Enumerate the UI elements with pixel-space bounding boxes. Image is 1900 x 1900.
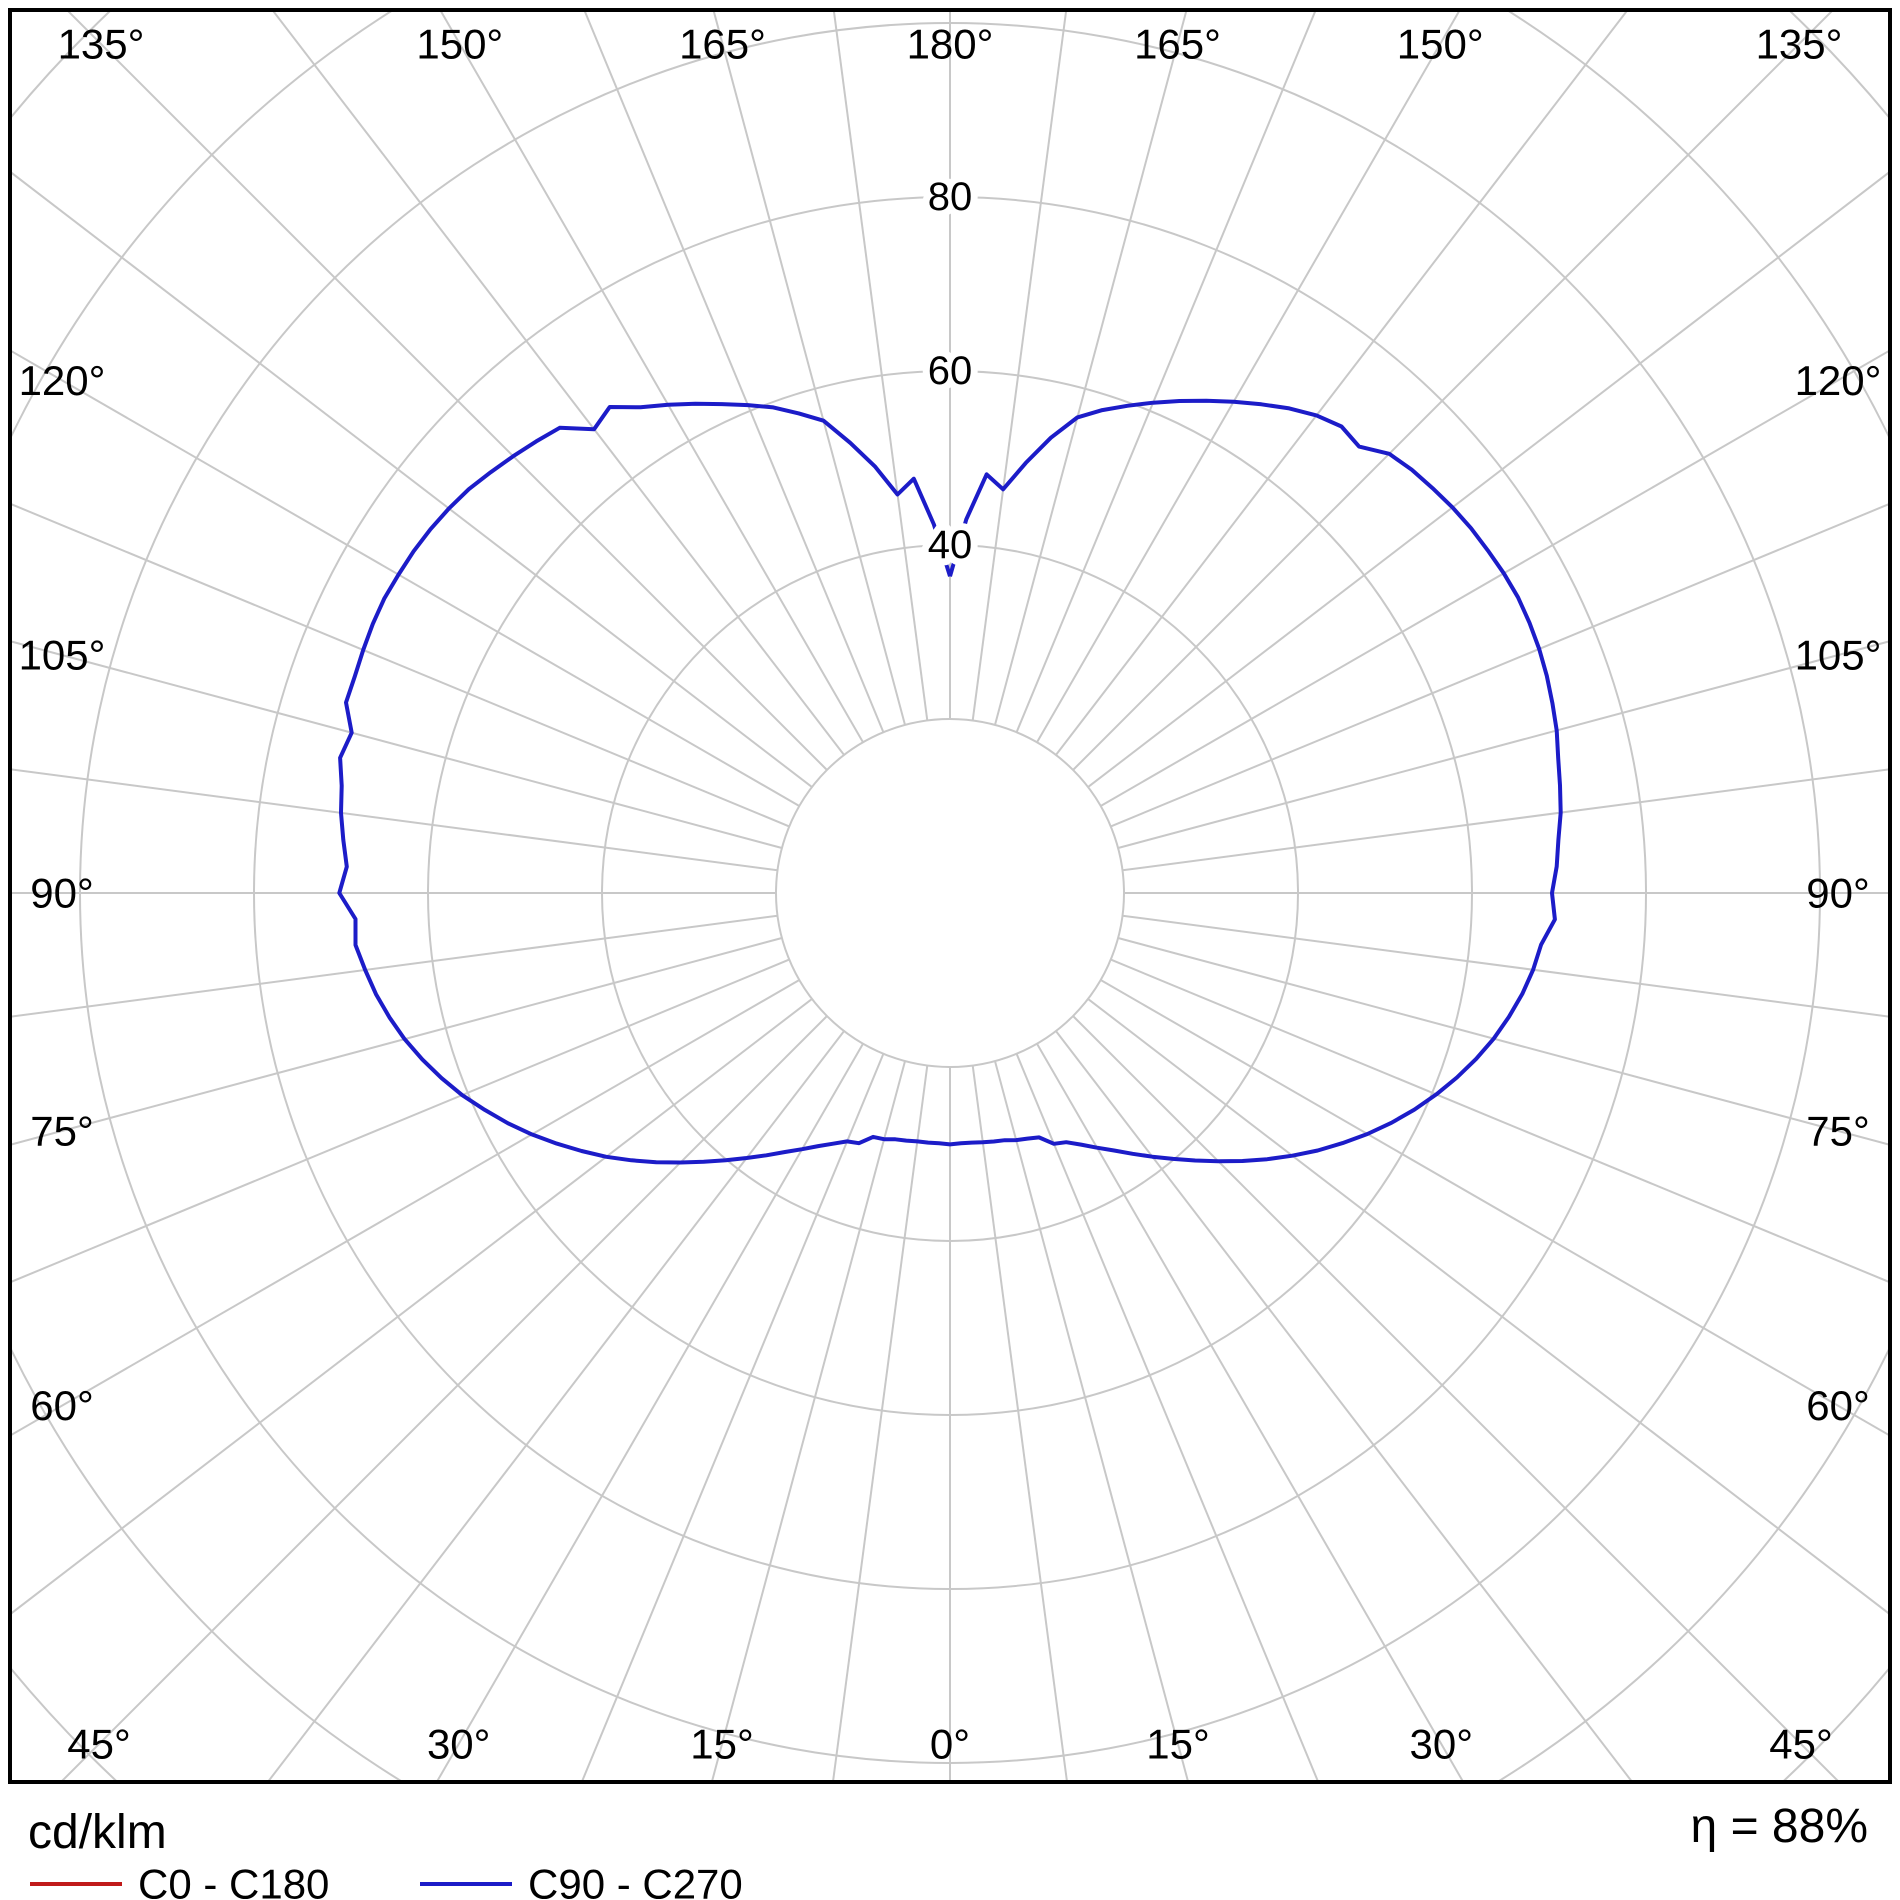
- grid-spoke: [994, 12, 1188, 726]
- radial-tick-label: 60: [928, 349, 973, 393]
- grid-spoke: [1087, 171, 1888, 788]
- grid-spoke: [12, 171, 813, 788]
- grid-spoke: [12, 503, 790, 828]
- grid-spoke: [12, 937, 783, 1146]
- grid-spoke: [1122, 768, 1888, 872]
- angle-label: 45°: [1769, 1721, 1833, 1768]
- grid-spoke: [61, 1015, 828, 1780]
- grid-spoke: [1117, 937, 1888, 1146]
- legend-label-c0-c180: C0 - C180: [138, 1861, 329, 1900]
- grid-spoke: [833, 12, 929, 721]
- grid-spoke: [12, 914, 778, 1018]
- grid-spoke: [584, 12, 885, 733]
- grid-spoke: [12, 979, 800, 1436]
- grid-spoke: [1015, 12, 1316, 733]
- angle-label: 105°: [19, 632, 106, 679]
- grid-spoke: [711, 1060, 906, 1780]
- grid-spoke: [1100, 979, 1888, 1436]
- grid-spoke: [1117, 640, 1888, 849]
- angle-label: 60°: [30, 1382, 94, 1429]
- angle-label: 30°: [427, 1721, 491, 1768]
- grid-spoke: [1110, 503, 1888, 828]
- grid-spoke: [1100, 350, 1888, 807]
- angle-label: 0°: [930, 1721, 970, 1768]
- angle-label: 135°: [58, 21, 145, 68]
- angle-label: 75°: [30, 1107, 94, 1154]
- angle-label: 120°: [19, 357, 106, 404]
- angle-label: 105°: [1795, 632, 1882, 679]
- grid-spoke: [712, 12, 906, 726]
- grid-spoke: [994, 1060, 1189, 1780]
- angle-label: 165°: [679, 21, 766, 68]
- angle-label: 15°: [690, 1721, 754, 1768]
- angle-label: 15°: [1146, 1721, 1210, 1768]
- grid-spoke: [1055, 1030, 1632, 1780]
- grid-spoke: [12, 768, 778, 872]
- angle-label: 45°: [67, 1721, 131, 1768]
- grid-spoke: [67, 12, 828, 771]
- angle-label: 90°: [1806, 870, 1870, 917]
- units-label: cd/klm: [28, 1806, 167, 1859]
- angle-label: 75°: [1806, 1107, 1870, 1154]
- grid-spoke: [1055, 12, 1628, 756]
- grid-spoke: [1036, 1043, 1464, 1780]
- angle-label: 180°: [907, 21, 994, 68]
- radial-tick-label: 80: [928, 175, 973, 219]
- grid-spoke: [1036, 12, 1460, 743]
- grid-spoke: [436, 1043, 864, 1780]
- grid-spoke: [272, 12, 845, 756]
- grid-spoke: [971, 12, 1067, 721]
- grid-spoke: [581, 1053, 885, 1780]
- grid-spoke: [12, 640, 783, 849]
- grid-spoke: [832, 1065, 929, 1780]
- grid-spoke: [971, 1065, 1068, 1780]
- efficiency-label: η = 88%: [1691, 1800, 1868, 1853]
- distribution-curves: [337, 398, 1563, 1165]
- angle-label: 90°: [30, 870, 94, 917]
- legend-label-c90-c270: C90 - C270: [528, 1861, 743, 1900]
- radial-tick-label: 40: [928, 523, 973, 567]
- grid-spoke: [1122, 914, 1888, 1018]
- grid-spoke: [268, 1030, 845, 1780]
- angle-label: 165°: [1134, 21, 1221, 68]
- grid-spoke: [1015, 1053, 1319, 1780]
- angle-label: 150°: [416, 21, 503, 68]
- grid-spoke: [1087, 998, 1888, 1615]
- grid-spoke: [1072, 12, 1833, 771]
- angle-label: 30°: [1410, 1721, 1474, 1768]
- grid-spoke: [1110, 958, 1888, 1283]
- grid-spoke: [12, 350, 800, 807]
- axis-labels: 0° 15° 15° 30° 30° 45° 45° 60° 60° 75° 75° 90° 90° 10…: [19, 21, 1882, 1768]
- curve-C90-C270: [337, 398, 1563, 1165]
- angle-label: 150°: [1397, 21, 1484, 68]
- angle-label: 60°: [1806, 1382, 1870, 1429]
- grid-spoke: [12, 998, 813, 1615]
- angle-label: 135°: [1756, 21, 1843, 68]
- grid-spoke: [440, 12, 864, 743]
- angle-label: 120°: [1795, 357, 1882, 404]
- grid-spoke: [1072, 1015, 1839, 1780]
- grid-spoke: [12, 958, 790, 1283]
